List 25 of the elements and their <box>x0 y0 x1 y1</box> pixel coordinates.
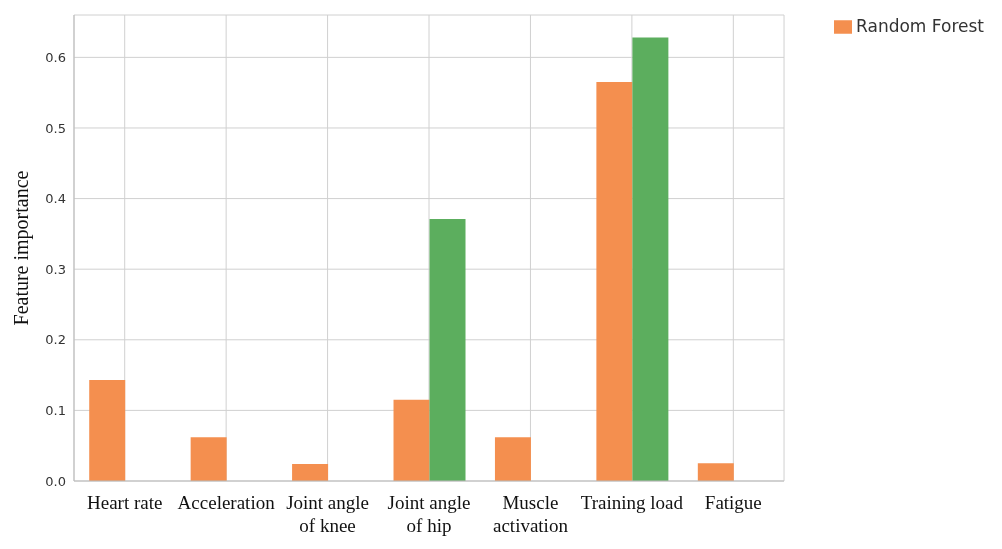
x-tick-label: Heart rate <box>87 492 163 513</box>
bar <box>393 399 430 481</box>
y-tick-label: 0.4 <box>45 191 66 207</box>
x-tick-label: Joint angle of knee <box>286 492 370 536</box>
bar <box>632 37 669 481</box>
legend-label: Random Forest <box>856 16 984 36</box>
x-tick-label: Muscle activation <box>492 492 569 536</box>
x-tick-label: Acceleration <box>177 492 276 513</box>
x-tick-label: Joint angle of hip <box>387 492 471 536</box>
y-tick-label: 0.1 <box>45 403 66 419</box>
bar <box>292 464 329 481</box>
y-tick-label: 0.0 <box>45 473 66 489</box>
y-axis-title: Feature importance <box>10 170 34 326</box>
bar <box>89 380 126 481</box>
x-tick-label: Fatigue <box>704 492 762 513</box>
bar <box>494 437 531 481</box>
y-tick-label: 0.6 <box>45 49 66 65</box>
y-tick-label: 0.3 <box>45 261 66 277</box>
y-tick-label: 0.2 <box>45 332 66 348</box>
bar <box>429 219 466 481</box>
x-tick-label: Training load <box>580 492 684 513</box>
bar <box>596 82 633 481</box>
y-tick-label: 0.5 <box>45 120 66 136</box>
bar <box>190 437 227 481</box>
bar <box>697 463 734 481</box>
